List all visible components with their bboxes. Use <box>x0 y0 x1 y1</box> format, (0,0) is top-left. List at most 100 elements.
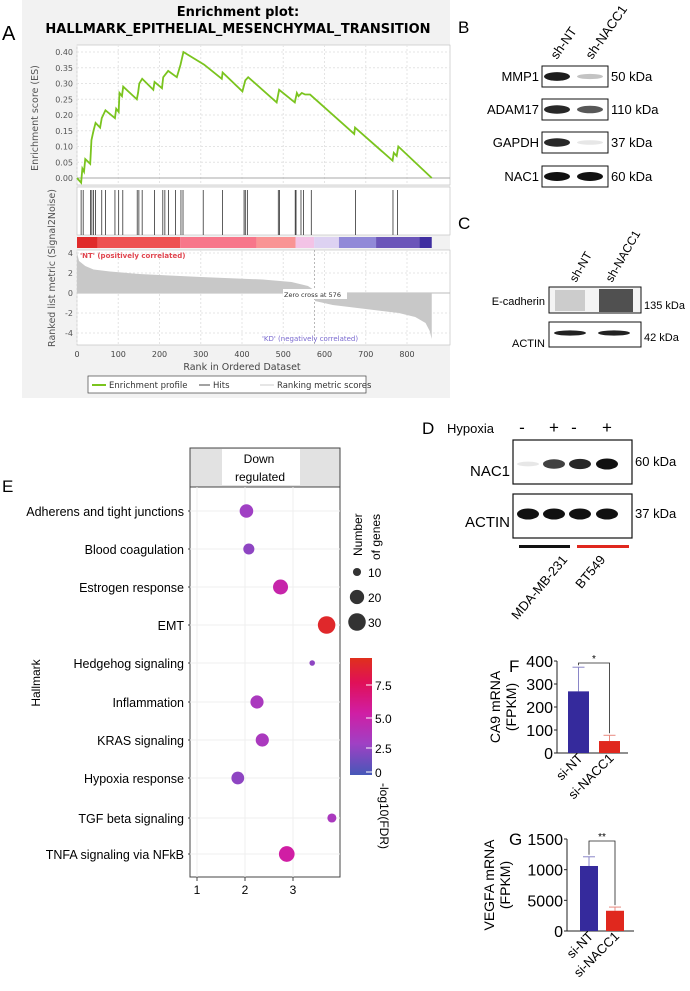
blot-d-kda: 60 kDa <box>635 454 677 469</box>
size-legend-title-line2: of genes <box>369 514 383 560</box>
bubble-point <box>243 543 255 555</box>
heat-segment <box>376 237 420 248</box>
size-legend: 10 20 30 <box>348 566 382 631</box>
facet-label-line1: Down <box>244 452 275 466</box>
rank-x-tick: 400 <box>234 350 249 359</box>
zero-cross-label: Zero cross at 576 <box>284 291 341 299</box>
y-tick-label: 200 <box>526 700 553 717</box>
y-tick-label: 1000 <box>527 863 563 880</box>
fdr-legend-title: -log10(FDR) <box>377 783 391 849</box>
y-tick-label: 0 <box>544 746 553 763</box>
metric-y-tick: 0 <box>68 289 73 298</box>
bubble-point <box>239 504 254 518</box>
bubble-point <box>231 771 245 785</box>
es-y-tick: 0.20 <box>55 111 73 120</box>
bubble-chart: 1 2 3 Adherens and tight junctions Blood coa… <box>26 487 340 897</box>
panel-letter-e: E <box>2 477 13 496</box>
colorbar-tick-label: 7.5 <box>375 679 392 693</box>
panel-b: B sh-NT sh-NACC1 MMP1 50 kDa ADAM17 110 kDa… <box>458 2 659 188</box>
nt-label: 'NT' (positively correlated) <box>80 252 185 260</box>
heat-segment <box>295 237 315 248</box>
panel-letter-b: B <box>458 18 469 37</box>
legend-metric: Ranking metric scores <box>277 381 372 391</box>
es-plot-area <box>76 44 451 186</box>
rank-heat-bar <box>77 237 432 248</box>
size-legend-label: 30 <box>368 616 382 630</box>
blot-b-box-adam17 <box>541 98 609 121</box>
blot-b-column-2: sh-NACC1 <box>582 2 630 61</box>
colorbar-tick-label: 5.0 <box>375 712 392 726</box>
legend-hits: Hits <box>213 381 230 391</box>
facet-label-line2: regulated <box>235 470 285 484</box>
blot-c-ecadherin-band-2 <box>599 289 633 312</box>
panel-letter-a: A <box>2 23 16 45</box>
gsea-legend: Enrichment profile Hits Ranking metric s… <box>87 375 372 394</box>
size-legend-circle <box>348 613 366 631</box>
hallmark-label: Hedgehog signaling <box>73 657 184 671</box>
blot-c-label-actin: ACTIN <box>512 338 545 350</box>
blot-d-kda: 37 kDa <box>635 506 677 521</box>
significance-marker: ** <box>598 832 606 843</box>
kd-label: 'KD' (negatively correlated) <box>262 335 358 343</box>
blot-band <box>544 172 570 181</box>
significance-bracket <box>578 662 610 734</box>
metric-chart <box>77 250 432 345</box>
gsea-legend-box <box>87 375 367 394</box>
es-y-tick: 0.35 <box>55 64 73 73</box>
heat-segment <box>180 237 257 248</box>
metric-y-tick: -4 <box>65 329 73 338</box>
hypoxia-sign: - <box>571 418 577 437</box>
significance-bracket <box>588 840 616 906</box>
heat-segment <box>419 237 432 248</box>
rank-x-axis-label: Rank in Ordered Dataset <box>183 362 301 373</box>
heat-segment <box>77 237 98 248</box>
gsea-grid <box>76 45 450 345</box>
blot-c-column-1: sh-NT <box>566 249 595 285</box>
blot-c-label-ecadherin: E-cadherin <box>492 296 545 308</box>
bubble-point <box>309 660 315 666</box>
fdr-colorbar <box>350 658 372 775</box>
es-y-tick: 0.00 <box>55 174 73 183</box>
metric-y-tick: 2 <box>68 269 73 278</box>
y-tick-label: 300 <box>526 677 553 694</box>
blot-band <box>517 461 539 467</box>
panel-e: E Down regulated Hallmark 1 2 3 Adherens an… <box>2 447 392 897</box>
es-y-tick: 0.15 <box>55 127 73 136</box>
es-y-tick: 0.25 <box>55 95 73 104</box>
y-axis-label-line1: CA9 mRNA <box>487 670 503 743</box>
hallmark-axis-label: Hallmark <box>29 658 43 706</box>
blot-b-box-gapdh <box>541 131 609 154</box>
bubble-x-tick: 3 <box>290 883 297 897</box>
gsea-axes: 0 100 200 300 400 500 600 700 800 0.00 0.05 0.10 0.1… <box>55 48 414 359</box>
blot-band <box>543 508 565 520</box>
rank-x-tick: 800 <box>399 350 414 359</box>
y-tick-label: 1500 <box>527 832 563 849</box>
es-y-tick: 0.30 <box>55 80 73 89</box>
bubble-point <box>273 579 289 595</box>
blot-c-actin-band-1 <box>554 330 586 336</box>
heat-segment <box>314 237 339 248</box>
es-chart <box>76 50 433 185</box>
cell-line-label-mda: MDA-MB-231 <box>508 552 570 622</box>
size-legend-circle <box>352 567 362 577</box>
rank-x-tick: 0 <box>74 350 79 359</box>
blot-band <box>577 172 603 181</box>
blot-band <box>577 105 603 114</box>
hallmark-label: Blood coagulation <box>85 543 184 557</box>
y-axis-label-line1: VEGFA mRNA <box>481 839 497 931</box>
blot-b-kda: 50 kDa <box>611 69 653 84</box>
blot-band <box>544 72 570 81</box>
blot-c-kda-actin: 42 kDa <box>644 332 680 344</box>
size-legend-circle <box>349 589 365 605</box>
enrichment-profile-line <box>76 50 433 185</box>
fdr-colorbar-ticks: 7.5 5.0 2.5 0 <box>366 679 392 780</box>
blot-band <box>543 459 565 469</box>
blot-band <box>569 458 591 470</box>
rank-x-tick: 500 <box>276 350 291 359</box>
blot-band <box>544 105 570 114</box>
